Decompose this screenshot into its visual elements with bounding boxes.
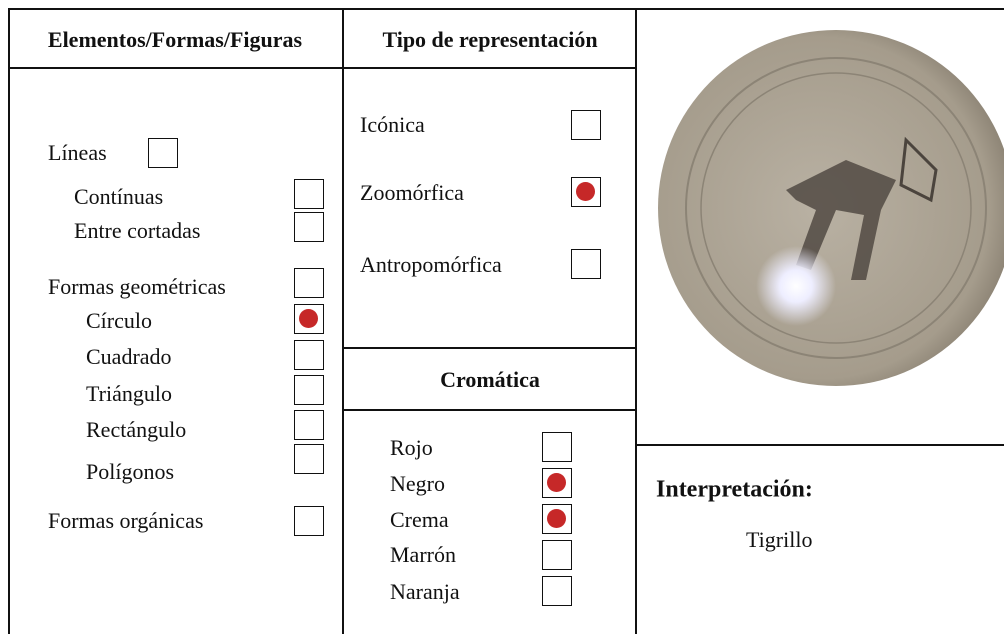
item-label: Triángulo <box>86 381 172 406</box>
item-label: Icónica <box>360 112 425 137</box>
column-header: Elementos/Formas/Figuras <box>47 27 303 52</box>
checkbox <box>571 110 601 140</box>
checkbox <box>294 268 324 298</box>
item-label: Contínuas <box>74 184 164 209</box>
interpretation-value: Tigrillo <box>746 527 813 552</box>
checkbox <box>294 340 324 370</box>
checkbox <box>571 249 601 279</box>
checked-mark <box>299 309 318 328</box>
checkbox <box>148 138 178 168</box>
border <box>8 8 1004 10</box>
item-label: Crema <box>390 507 449 532</box>
border <box>8 8 10 634</box>
item-label: Naranja <box>390 579 460 604</box>
checked-mark <box>547 509 566 528</box>
item-label: Rojo <box>390 435 433 460</box>
item-label: Rectángulo <box>86 417 187 442</box>
checkbox <box>542 504 572 534</box>
item-label: Antropomórfica <box>360 252 502 277</box>
item-label: Formas geométricas <box>48 274 226 299</box>
border <box>636 444 1004 446</box>
checkbox <box>542 432 572 462</box>
checkbox <box>294 444 324 474</box>
checkbox <box>294 375 324 405</box>
checkbox <box>542 468 572 498</box>
column-header: Cromática <box>440 367 540 392</box>
interpretation-label: Interpretación: <box>656 476 813 503</box>
item-label: Círculo <box>86 308 152 333</box>
border <box>342 409 636 411</box>
item-label: Entre cortadas <box>74 218 201 243</box>
checkbox <box>294 212 324 242</box>
item-label: Formas orgánicas <box>48 508 204 533</box>
item-label: Zoomórfica <box>360 180 464 205</box>
checked-mark <box>576 182 595 201</box>
checkbox <box>571 177 601 207</box>
checkbox <box>294 506 324 536</box>
bowl-photo <box>658 30 1004 386</box>
item-label: Negro <box>390 471 445 496</box>
column-header: Tipo de representación <box>382 27 598 52</box>
checkbox <box>294 179 324 209</box>
item-label: Polígonos <box>86 459 175 484</box>
item-label: Líneas <box>48 140 107 165</box>
item-label: Cuadrado <box>86 344 172 369</box>
border <box>8 67 636 69</box>
checkbox <box>542 576 572 606</box>
border <box>342 8 344 634</box>
checked-mark <box>547 473 566 492</box>
checkbox <box>294 304 324 334</box>
border <box>342 347 636 349</box>
border <box>635 8 637 634</box>
checkbox <box>294 410 324 440</box>
item-label: Marrón <box>390 542 456 567</box>
checkbox <box>542 540 572 570</box>
